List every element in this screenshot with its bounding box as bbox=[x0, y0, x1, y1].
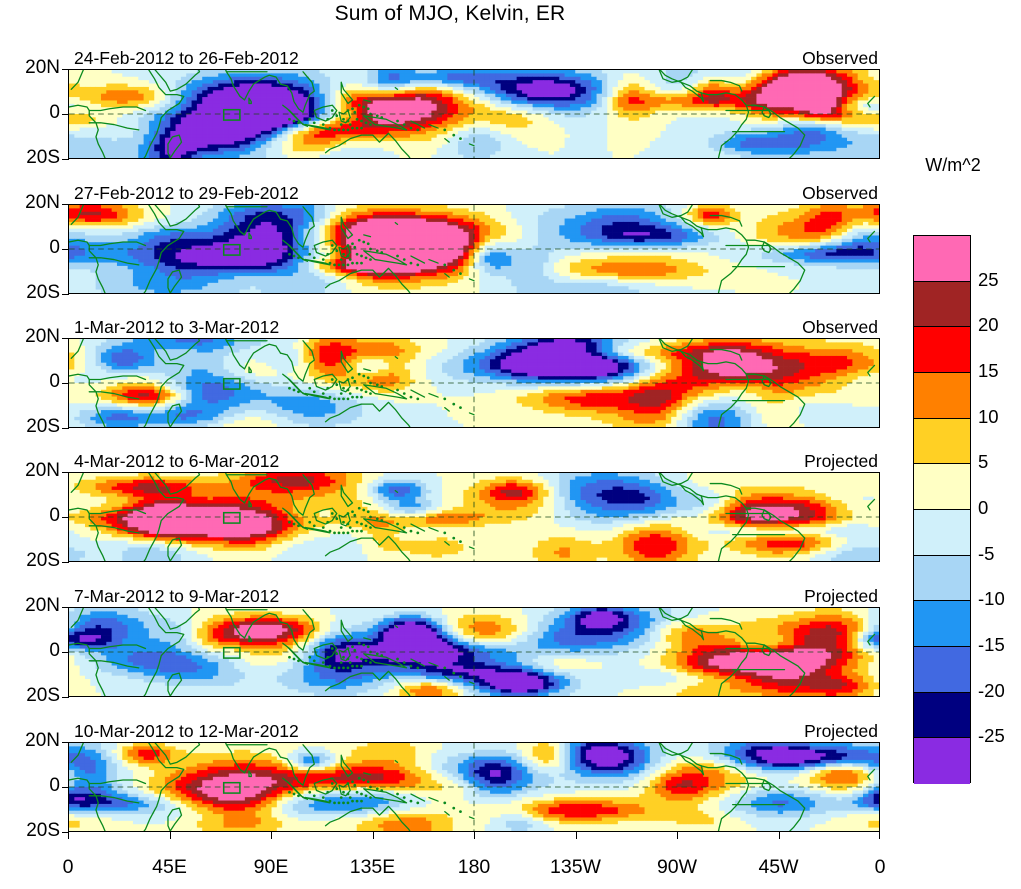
y-tick-mark bbox=[62, 249, 69, 251]
y-tick-mark bbox=[62, 787, 69, 789]
y-tick-label: 20S bbox=[2, 282, 60, 304]
colorbar-band-pale-yellow bbox=[914, 464, 970, 510]
panel-date-range-3: 1-Mar-2012 to 3-Mar-2012 bbox=[74, 317, 279, 338]
panel-status-5: Projected bbox=[804, 586, 878, 607]
panel-status-6: Projected bbox=[804, 721, 878, 742]
panel-status-2: Observed bbox=[802, 183, 878, 204]
colorbar-unit-label: W/m^2 bbox=[913, 155, 993, 176]
x-tick-label: 90E bbox=[241, 856, 301, 879]
panel-date-range-2: 27-Feb-2012 to 29-Feb-2012 bbox=[74, 183, 299, 204]
colorbar-band-pink bbox=[914, 236, 970, 282]
x-tick-label: 180 bbox=[444, 856, 504, 879]
y-tick-mark bbox=[62, 383, 69, 385]
y-tick-label: 20N bbox=[2, 326, 60, 348]
colorbar-band-dark-red bbox=[914, 281, 970, 328]
x-tick-label: 45E bbox=[140, 856, 200, 879]
colorbar-band-blue bbox=[914, 601, 970, 647]
panel-status-3: Observed bbox=[802, 317, 878, 338]
y-tick-mark bbox=[62, 697, 69, 699]
colorbar-tick--10: -10 bbox=[978, 588, 1005, 610]
y-tick-label: 0 bbox=[2, 102, 60, 124]
y-tick-mark bbox=[62, 69, 69, 71]
panel-date-range-6: 10-Mar-2012 to 12-Mar-2012 bbox=[74, 721, 299, 742]
colorbar-band-red bbox=[914, 327, 970, 373]
x-tick-mark bbox=[878, 832, 880, 839]
x-tick-label: 45W bbox=[749, 856, 809, 879]
x-tick-label: 90W bbox=[647, 856, 707, 879]
panel-date-range-4: 4-Mar-2012 to 6-Mar-2012 bbox=[74, 451, 279, 472]
x-tick-mark bbox=[778, 832, 780, 839]
colorbar-tick--15: -15 bbox=[978, 634, 1005, 656]
y-tick-label: 20S bbox=[2, 820, 60, 842]
y-tick-mark bbox=[62, 294, 69, 296]
y-tick-mark bbox=[62, 428, 69, 430]
x-tick-mark bbox=[169, 832, 171, 839]
map-panel-5 bbox=[68, 607, 880, 697]
y-tick-mark bbox=[62, 472, 69, 474]
y-tick-mark bbox=[62, 562, 69, 564]
colorbar-tick-10: 10 bbox=[978, 406, 999, 428]
colorbar bbox=[913, 235, 971, 784]
y-tick-label: 20N bbox=[2, 57, 60, 79]
x-tick-mark bbox=[575, 832, 577, 839]
y-tick-mark bbox=[62, 517, 69, 519]
x-tick-mark bbox=[372, 832, 374, 839]
y-tick-mark bbox=[62, 204, 69, 206]
colorbar-tick-5: 5 bbox=[978, 451, 988, 473]
y-tick-label: 20N bbox=[2, 460, 60, 482]
map-panel-4 bbox=[68, 472, 880, 562]
y-tick-label: 20S bbox=[2, 147, 60, 169]
panel-status-4: Projected bbox=[804, 451, 878, 472]
colorbar-tick-25: 25 bbox=[978, 269, 999, 291]
x-tick-mark bbox=[474, 832, 476, 839]
map-panel-3 bbox=[68, 338, 880, 428]
y-tick-mark bbox=[62, 832, 69, 834]
colorbar-band-gold bbox=[914, 418, 970, 465]
panel-status-1: Observed bbox=[802, 48, 878, 69]
y-tick-label: 20S bbox=[2, 416, 60, 438]
map-panel-1 bbox=[68, 69, 880, 159]
y-tick-label: 20N bbox=[2, 595, 60, 617]
y-tick-label: 0 bbox=[2, 237, 60, 259]
colorbar-band-light-blue bbox=[914, 555, 970, 602]
y-tick-label: 20S bbox=[2, 550, 60, 572]
y-tick-label: 20N bbox=[2, 192, 60, 214]
colorbar-tick-15: 15 bbox=[978, 360, 999, 382]
y-tick-mark bbox=[62, 114, 69, 116]
y-tick-label: 0 bbox=[2, 505, 60, 527]
y-tick-mark bbox=[62, 652, 69, 654]
y-tick-label: 20N bbox=[2, 730, 60, 752]
colorbar-tick-20: 20 bbox=[978, 314, 999, 336]
colorbar-band-navy bbox=[914, 692, 970, 739]
colorbar-tick--20: -20 bbox=[978, 680, 1005, 702]
colorbar-tick--5: -5 bbox=[978, 543, 994, 565]
x-tick-label: 135W bbox=[546, 856, 606, 879]
y-tick-label: 0 bbox=[2, 640, 60, 662]
page-title: Sum of MJO, Kelvin, ER bbox=[0, 2, 900, 26]
x-tick-label: 135E bbox=[343, 856, 403, 879]
y-tick-label: 20S bbox=[2, 685, 60, 707]
colorbar-band-medium-blue bbox=[914, 646, 970, 693]
map-panel-2 bbox=[68, 204, 880, 294]
y-tick-mark bbox=[62, 607, 69, 609]
x-tick-label: 0 bbox=[38, 856, 98, 879]
panel-date-range-5: 7-Mar-2012 to 9-Mar-2012 bbox=[74, 586, 279, 607]
panel-date-range-1: 24-Feb-2012 to 26-Feb-2012 bbox=[74, 48, 299, 69]
map-panel-6 bbox=[68, 742, 880, 832]
colorbar-tick--25: -25 bbox=[978, 725, 1005, 747]
x-tick-mark bbox=[271, 832, 273, 839]
colorbar-band-purple bbox=[914, 738, 970, 784]
x-tick-mark bbox=[68, 832, 70, 839]
y-tick-mark bbox=[62, 159, 69, 161]
x-tick-label: 0 bbox=[850, 856, 910, 879]
y-tick-mark bbox=[62, 338, 69, 340]
colorbar-band-orange bbox=[914, 372, 970, 419]
x-tick-mark bbox=[677, 832, 679, 839]
y-tick-label: 0 bbox=[2, 775, 60, 797]
colorbar-tick-0: 0 bbox=[978, 497, 988, 519]
y-tick-label: 0 bbox=[2, 371, 60, 393]
colorbar-band-pale-cyan bbox=[914, 509, 970, 556]
y-tick-mark bbox=[62, 742, 69, 744]
